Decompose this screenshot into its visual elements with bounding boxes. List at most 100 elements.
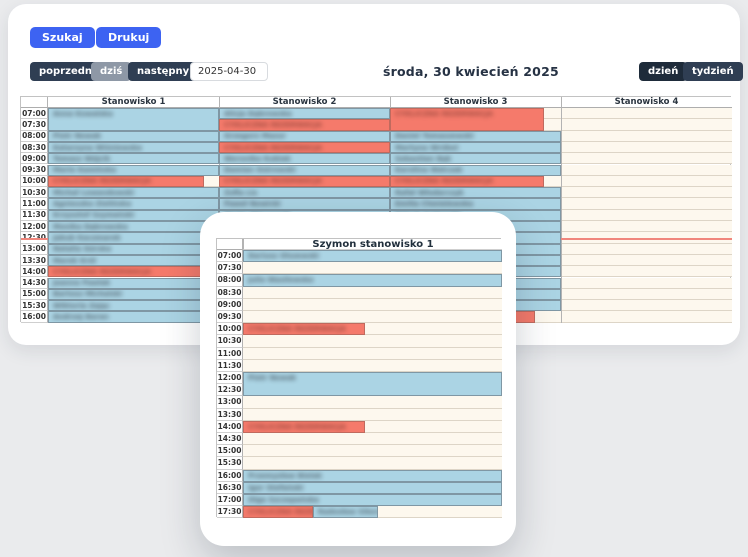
event-label: Alicja Dąbrowska	[224, 109, 292, 118]
reservation-event[interactable]: Piotr Nowak	[48, 130, 219, 142]
recurring-reservation-event[interactable]: CYKLICZNA REZERWACJA	[48, 266, 219, 278]
modal-time-cell: 15:30	[217, 457, 243, 470]
reservation-event[interactable]: Jakub Kaczmarek	[48, 232, 219, 244]
reservation-event[interactable]: Weronika Kubiak	[219, 153, 390, 165]
event-label: Tomasz Wójcik	[53, 154, 111, 163]
reservation-event[interactable]: Wiktoria Zając	[48, 300, 219, 312]
reservation-event[interactable]: Martyna Wróbel	[390, 141, 561, 154]
reservation-event[interactable]: Krzysztof Szymański	[48, 209, 219, 221]
reservation-event[interactable]: Monika Dąbrowska	[48, 221, 219, 233]
column-header-stanowisko-4[interactable]: Stanowisko 4	[561, 97, 732, 108]
reservation-event[interactable]: Daniel Tomaszewski	[390, 130, 561, 142]
time-cell: 15:00	[21, 288, 48, 301]
time-cell: 07:30	[21, 119, 48, 131]
modal-time-cell: 11:00	[217, 347, 243, 360]
event-label: Rafał Włodarczyk	[395, 188, 464, 197]
reservation-event[interactable]: Karolina Walczak	[390, 164, 561, 176]
reservation-event[interactable]: Dariusz Olszewski	[243, 250, 502, 263]
event-label: Anna Kowalska	[53, 110, 113, 118]
reservation-event[interactable]: Radosław Sikora	[312, 506, 378, 519]
event-label: Piotr Nowak	[53, 132, 102, 141]
print-button[interactable]: Drukuj	[96, 27, 162, 48]
event-label: Bartosz Michalski	[53, 290, 123, 299]
modal-time-cell: 10:00	[217, 323, 243, 336]
reservation-event[interactable]: Zofia Lis	[219, 187, 390, 199]
next-day-button[interactable]: następny	[128, 62, 199, 81]
modal-time-cell: 11:30	[217, 359, 243, 372]
recurring-reservation-event[interactable]: CYKLICZNA REZERWACJA	[48, 175, 204, 188]
empty-slot-row	[243, 347, 502, 360]
recurring-reservation-event[interactable]: CYKLICZNA REZERWACJA	[243, 420, 365, 433]
reservation-event[interactable]: Marek Król	[48, 254, 219, 267]
employee-day-modal: Szymon stanowisko 1 07:00 07:30 08:00 08:30 0…	[200, 212, 516, 546]
event-label: CYKLICZNA REZERWACJA	[224, 177, 323, 186]
event-label: Krzysztof Szymański	[53, 211, 135, 220]
reservation-event[interactable]: Rafał Włodarczyk	[390, 187, 561, 199]
reservation-event[interactable]: Agnieszka Zielińska	[48, 198, 219, 210]
column-header-stanowisko-1[interactable]: Stanowisko 1	[48, 97, 219, 108]
reservation-event[interactable]: Piotr Nowak	[243, 372, 502, 397]
event-label: Marek Król	[53, 256, 97, 265]
week-view-button[interactable]: tydzień	[683, 62, 743, 81]
reservation-event[interactable]: Sebastian Bąk	[390, 153, 561, 165]
modal-time-cell: 14:00	[217, 420, 243, 433]
time-cell: 07:00	[21, 108, 48, 120]
recurring-reservation-event[interactable]: CYKLICZNA REZERWACJA	[390, 108, 544, 131]
column-header-stanowisko-2[interactable]: Stanowisko 2	[219, 97, 390, 108]
reservation-event[interactable]: Alicja Dąbrowska	[219, 108, 390, 120]
reservation-event[interactable]: Anna Kowalska	[48, 108, 219, 131]
event-label: CYKLICZNA REZERWACJA	[224, 120, 323, 129]
recurring-reservation-event[interactable]: CYKLICZNA REZERWACJA	[390, 175, 544, 188]
time-cell: 13:30	[21, 254, 48, 267]
modal-time-cell: 13:30	[217, 408, 243, 421]
modal-time-cell: 07:00	[217, 250, 243, 263]
empty-slot-row	[243, 445, 502, 458]
reservation-event[interactable]: Olga Szczepańska	[243, 494, 502, 507]
time-cell: 16:00	[21, 311, 48, 323]
reservation-event[interactable]: Paweł Nowicki	[219, 198, 390, 210]
event-label: Monika Dąbrowska	[53, 222, 128, 231]
reservation-event[interactable]: Przemysław Bielak	[243, 469, 502, 482]
reservation-event[interactable]: Grzegorz Mazur	[219, 130, 390, 142]
recurring-reservation-event[interactable]: CYKLICZNA REZERWACJA	[219, 175, 390, 188]
reservation-event[interactable]: Damian Ostrowski	[219, 164, 390, 176]
modal-time-cell: 17:00	[217, 494, 243, 507]
time-column-header	[21, 97, 48, 108]
reservation-event[interactable]: Natalia Górska	[48, 243, 219, 255]
reservation-event[interactable]: Tomasz Wójcik	[48, 153, 219, 165]
reservation-event[interactable]: Katarzyna Wiśniewska	[48, 141, 219, 154]
event-label: CYKLICZNA REZERWACJA	[395, 110, 494, 118]
recurring-reservation-event[interactable]: CYKLICZNA REZERW	[243, 506, 313, 519]
event-label: Radosław Sikora	[317, 508, 378, 517]
reservation-event[interactable]: Maria Kamińska	[48, 164, 219, 176]
reservation-event[interactable]: Igor Stefański	[243, 481, 502, 494]
recurring-reservation-event[interactable]: CYKLICZNA REZERWACJA	[219, 141, 390, 154]
event-label: CYKLICZNA REZERWACJA	[248, 422, 347, 431]
time-cell: 09:00	[21, 153, 48, 165]
event-label: Paweł Nowicki	[224, 200, 281, 209]
time-column-header	[217, 239, 243, 250]
reservation-event[interactable]: Emilia Chmielewska	[390, 198, 561, 210]
modal-time-cell: 16:30	[217, 481, 243, 494]
modal-time-cell: 12:30	[217, 384, 243, 397]
empty-slot-row	[243, 396, 502, 409]
event-label: Piotr Nowak	[248, 374, 297, 382]
day-view-button[interactable]: dzień	[639, 62, 688, 81]
reservation-event[interactable]: Andrzej Baran	[48, 311, 219, 323]
event-label: Damian Ostrowski	[224, 166, 296, 175]
reservation-event[interactable]: Joanna Pawlak	[48, 277, 219, 289]
time-cell: 10:00	[21, 175, 48, 188]
column-header-stanowisko-3[interactable]: Stanowisko 3	[390, 97, 561, 108]
date-input[interactable]	[190, 62, 268, 81]
reservation-event[interactable]: Julia Wasilewska	[243, 274, 502, 287]
event-label: Julia Wasilewska	[248, 276, 314, 285]
modal-time-cell: 07:30	[217, 262, 243, 275]
recurring-reservation-event[interactable]: CYKLICZNA REZERWACJA	[243, 323, 365, 336]
event-label: Jakub Kaczmarek	[53, 233, 121, 242]
reservation-event[interactable]: Bartosz Michalski	[48, 288, 219, 301]
recurring-reservation-event[interactable]: CYKLICZNA REZERWACJA	[219, 119, 390, 131]
reservation-event[interactable]: Michał Lewandowski	[48, 187, 219, 199]
prev-day-button[interactable]: poprzedni	[30, 62, 105, 81]
search-button[interactable]: Szukaj	[30, 27, 95, 48]
today-button[interactable]: dziś	[91, 62, 132, 81]
